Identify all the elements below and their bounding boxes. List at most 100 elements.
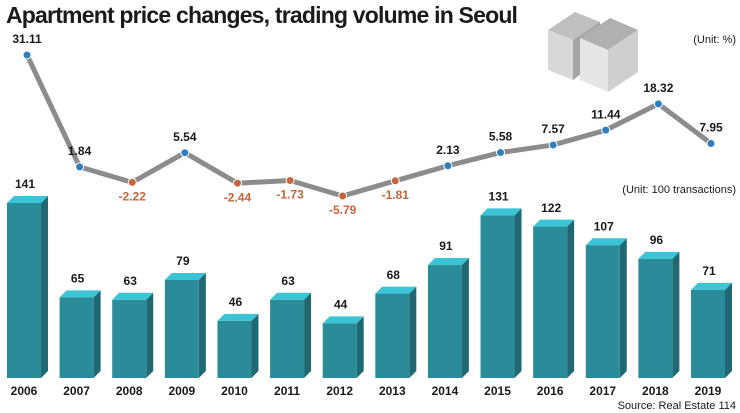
chart-title: Apartment price changes, trading volume … <box>6 2 517 28</box>
price-point <box>127 177 137 187</box>
x-tick-label: 2011 <box>274 384 300 398</box>
bar-top <box>375 286 417 294</box>
bar <box>533 226 568 378</box>
bar-value-label: 122 <box>541 201 561 215</box>
bar <box>164 279 199 378</box>
bar-value-label: 63 <box>281 274 295 288</box>
bar-top <box>112 292 154 300</box>
price-value-label: 18.32 <box>643 81 673 95</box>
bar-value-label: 63 <box>124 274 138 288</box>
price-value-label: 31.11 <box>12 32 42 46</box>
x-tick-label: 2016 <box>537 384 564 398</box>
bar-top <box>585 238 627 246</box>
x-tick-label: 2013 <box>379 384 406 398</box>
bar-top <box>691 282 732 290</box>
x-tick-label: 2017 <box>589 384 616 398</box>
price-value-label: 11.44 <box>591 107 621 121</box>
bar-top <box>7 196 48 203</box>
bar-value-label: 65 <box>71 271 85 285</box>
x-tick-label: 2007 <box>63 384 90 398</box>
bar-side <box>93 290 101 378</box>
bar-side <box>198 272 206 378</box>
bar-side <box>41 196 48 378</box>
bar-side <box>304 292 312 378</box>
x-tick-label: 2014 <box>432 384 459 398</box>
bar-value-label: 68 <box>387 268 401 282</box>
bar-top <box>217 313 259 321</box>
price-value-label: 7.57 <box>541 122 565 136</box>
price-point <box>390 176 400 186</box>
price-point <box>653 99 663 109</box>
bar-side <box>356 316 364 378</box>
bar-side <box>514 208 522 378</box>
bar-side <box>619 238 627 378</box>
bar-top <box>638 251 680 259</box>
bar-unit: (Unit: 100 transactions) <box>622 184 736 196</box>
bar-value-label: 44 <box>334 298 348 312</box>
price-value-label: -5.79 <box>329 203 357 217</box>
x-tick-label: 2008 <box>116 384 143 398</box>
price-point <box>232 178 242 188</box>
price-value-label: -1.81 <box>382 188 410 202</box>
bar <box>7 203 41 378</box>
bar-side <box>725 282 732 378</box>
bar-top <box>480 208 522 216</box>
bar-top <box>533 219 575 227</box>
bar <box>375 293 410 378</box>
price-point <box>180 148 190 158</box>
price-value-label: 5.58 <box>489 130 513 144</box>
bar-side <box>461 258 469 378</box>
bar-top <box>270 292 312 300</box>
bar-top <box>427 258 469 266</box>
bar-value-label: 71 <box>702 264 716 278</box>
price-point <box>75 162 85 172</box>
bar-side <box>251 313 259 378</box>
bar-value-label: 46 <box>229 295 243 309</box>
bar-top <box>164 272 206 280</box>
building-icon <box>548 12 638 92</box>
price-point <box>285 175 295 185</box>
bar <box>585 245 620 378</box>
price-value-label: 1.84 <box>68 144 92 158</box>
bar-value-label: 107 <box>594 219 614 233</box>
x-tick-label: 2009 <box>168 384 195 398</box>
price-point <box>443 161 453 171</box>
bar-top <box>322 316 364 324</box>
bar-side <box>409 286 417 378</box>
price-point <box>338 191 348 201</box>
x-tick-label: 2012 <box>326 384 353 398</box>
bar-side <box>146 292 154 378</box>
price-value-label: 7.95 <box>699 121 723 135</box>
x-tick-label: 2010 <box>221 384 248 398</box>
bar <box>691 289 725 378</box>
price-value-label: -2.44 <box>224 190 252 204</box>
price-point <box>22 50 32 60</box>
bar <box>59 297 94 378</box>
bar <box>217 320 252 378</box>
bar <box>270 299 305 378</box>
bar-value-label: 131 <box>489 190 509 204</box>
x-tick-label: 2018 <box>642 384 669 398</box>
price-point <box>706 138 716 148</box>
bar-side <box>672 251 680 378</box>
bar <box>112 299 147 378</box>
bar <box>638 258 673 378</box>
price-value-label: 2.13 <box>436 143 460 157</box>
price-line <box>24 53 713 199</box>
x-tick-label: 2006 <box>11 384 38 398</box>
bar <box>322 323 357 378</box>
price-point <box>601 125 611 135</box>
price-point <box>496 148 506 158</box>
bar <box>480 215 515 378</box>
price-value-label: -2.22 <box>119 190 147 204</box>
price-value-label: -1.73 <box>276 188 304 202</box>
bar-value-label: 79 <box>176 254 190 268</box>
source: Source: Real Estate 114 <box>618 400 736 412</box>
bar-value-label: 91 <box>439 239 453 253</box>
price-value-label: 5.54 <box>173 130 197 144</box>
bar-value-label: 141 <box>15 177 35 191</box>
bar-value-label: 96 <box>650 233 664 247</box>
price-point <box>548 140 558 150</box>
x-tick-label: 2019 <box>695 384 722 398</box>
